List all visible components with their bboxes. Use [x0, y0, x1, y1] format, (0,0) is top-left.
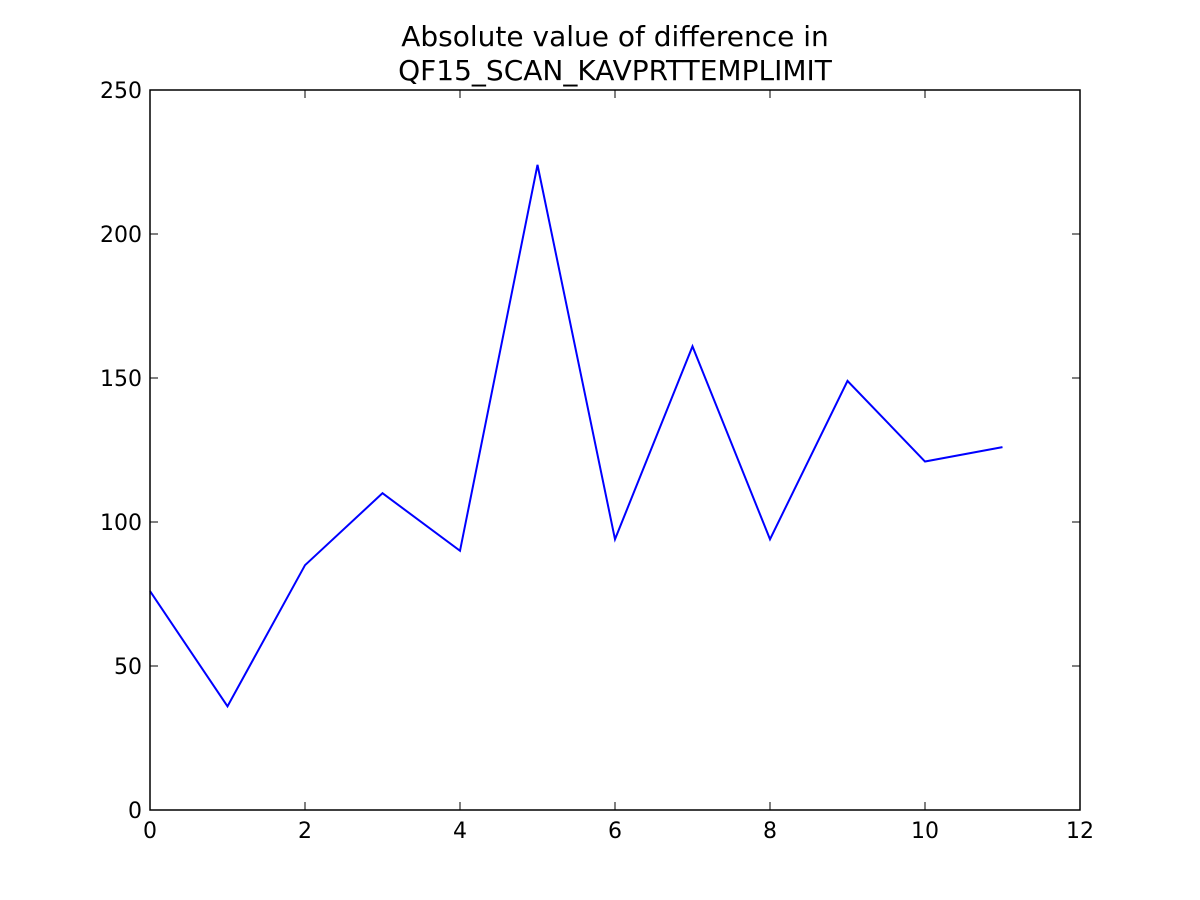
- x-tick-label: 2: [298, 819, 312, 844]
- x-tick-label: 4: [453, 819, 467, 844]
- plot-frame: [149, 89, 1081, 811]
- x-tick-label: 10: [911, 819, 939, 844]
- x-tick-label: 8: [763, 819, 777, 844]
- x-tick-label: 6: [608, 819, 622, 844]
- y-tick-label: 150: [100, 367, 142, 392]
- chart-title: QF15_SCAN_KAVPRTTEMPLIMIT: [398, 54, 833, 87]
- data-line: [149, 164, 1003, 709]
- y-tick-label: 0: [128, 799, 142, 824]
- x-tick-label: 0: [143, 819, 157, 844]
- y-tick-label: 200: [100, 223, 142, 248]
- x-tick-label: 12: [1066, 819, 1094, 844]
- y-tick-label: 250: [100, 79, 142, 104]
- y-tick-label: 100: [100, 511, 142, 536]
- y-tick-label: 50: [114, 655, 142, 680]
- chart-title: Absolute value of difference in: [401, 20, 829, 53]
